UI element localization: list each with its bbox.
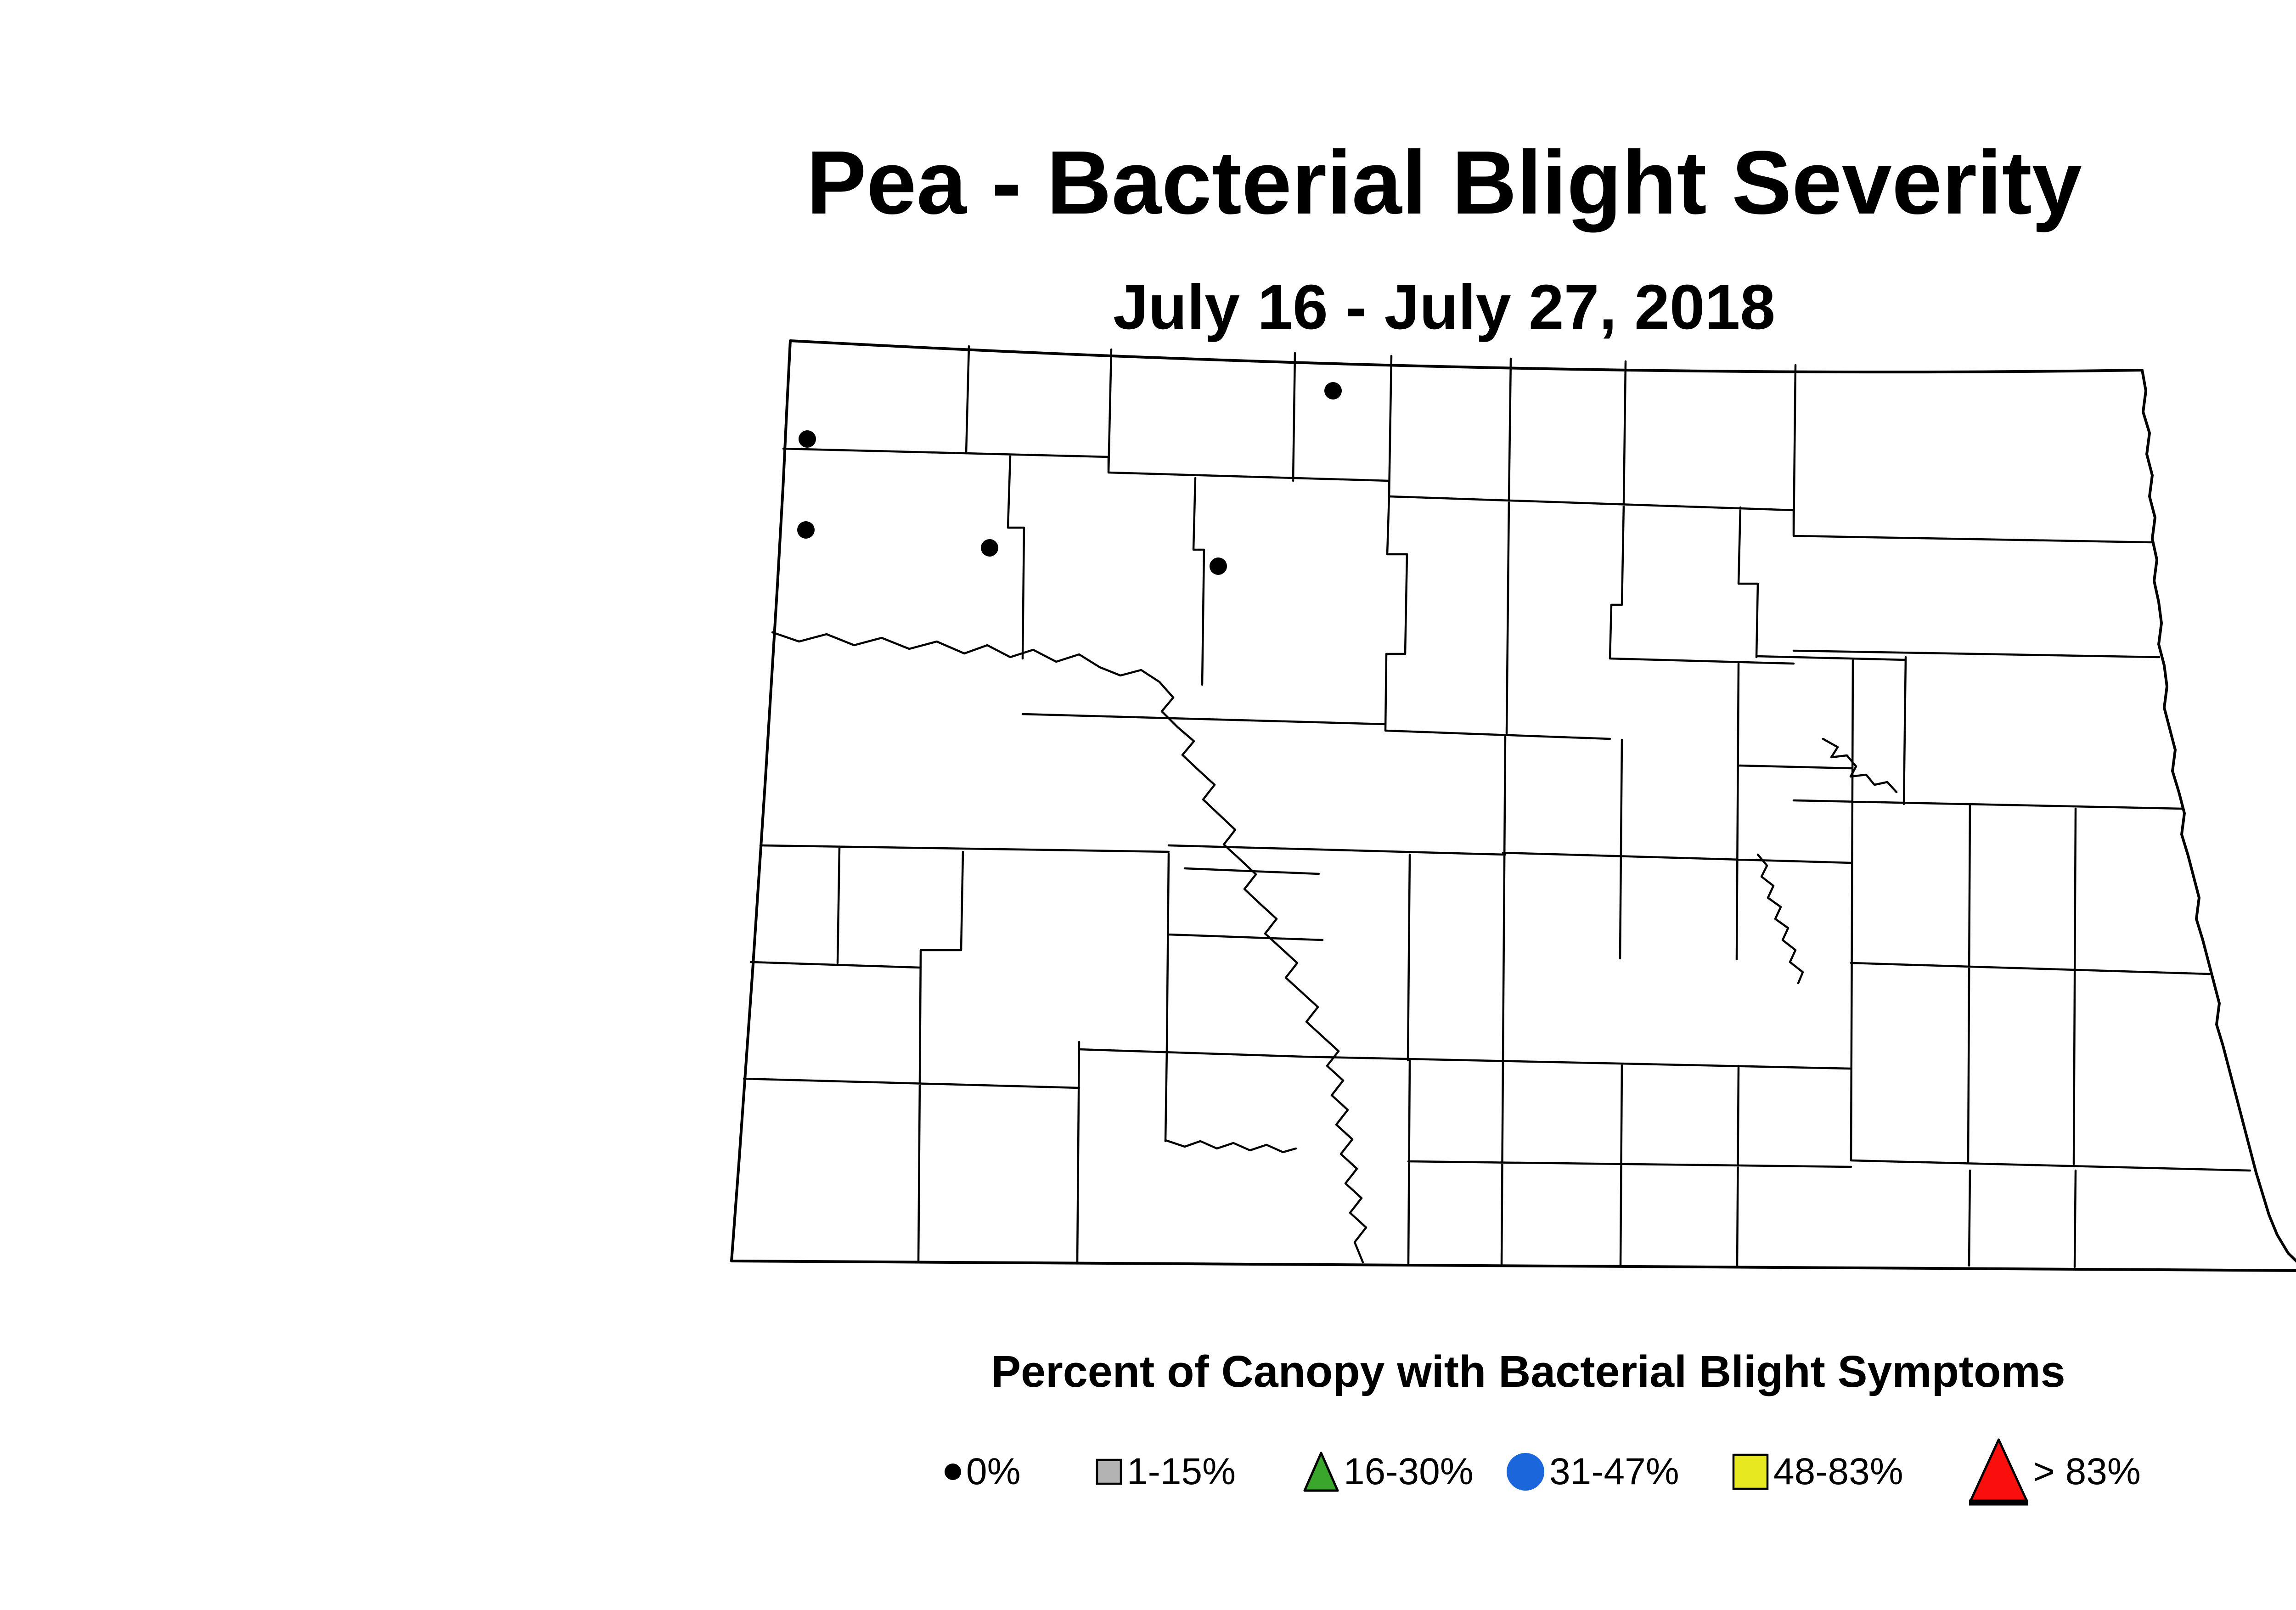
date-range-subtitle: July 16 - July 27, 2018 — [1113, 272, 1776, 343]
legend-item--83-: > 83% — [1969, 1438, 2141, 1506]
county-map-svg — [730, 339, 2296, 1272]
map-marker-0-percent — [799, 430, 816, 448]
legend-item-16-30-: 16-30% — [1303, 1451, 1474, 1492]
page-title: Pea - Bacterial Blight Severity — [806, 132, 2082, 233]
legend-triangle-icon — [1969, 1438, 2028, 1506]
legend-square-icon — [1096, 1458, 1122, 1485]
legend-item-31-47-: 31-47% — [1506, 1452, 1679, 1491]
map-marker-0-percent — [1324, 382, 1342, 400]
state-outline — [730, 339, 2296, 1272]
legend-item-label: 16-30% — [1344, 1451, 1474, 1492]
legend-item-0-: 0% — [944, 1453, 1021, 1491]
survey-markers — [797, 382, 1342, 575]
river-lines — [771, 631, 1898, 1264]
legend-item-48-83-: 48-83% — [1732, 1453, 1903, 1491]
legend-item-1-15-: 1-15% — [1096, 1453, 1236, 1491]
legend-item-label: > 83% — [2033, 1451, 2141, 1492]
legend-title: Percent of Canopy with Bacterial Blight … — [991, 1346, 2065, 1396]
county-boundaries — [743, 345, 2251, 1268]
map-marker-0-percent — [1210, 557, 1227, 575]
legend-circle-icon — [1507, 1453, 1544, 1491]
map-marker-0-percent — [797, 521, 815, 539]
legend-item-label: 0% — [966, 1451, 1021, 1492]
legend-item-label: 31-47% — [1549, 1451, 1679, 1492]
legend-dot-icon — [945, 1464, 961, 1480]
legend-item-label: 48-83% — [1773, 1451, 1903, 1492]
legend-item-label: 1-15% — [1127, 1451, 1236, 1492]
map-marker-0-percent — [981, 539, 998, 557]
north-dakota-map — [730, 334, 2296, 1277]
legend-triangle-icon — [1303, 1452, 1339, 1492]
legend-square-icon — [1732, 1453, 1769, 1490]
